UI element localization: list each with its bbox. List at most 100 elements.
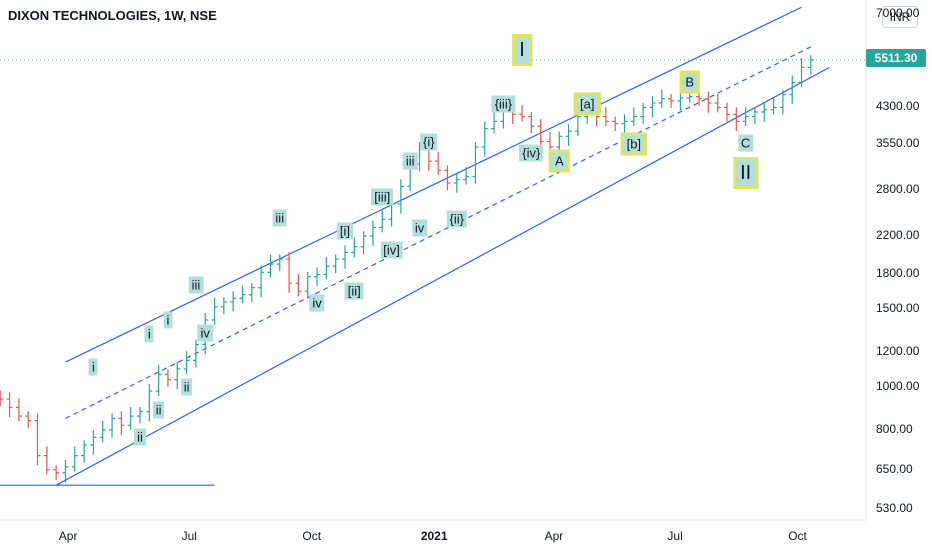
ohlc-bar	[668, 94, 675, 109]
ohlc-bar	[81, 440, 88, 463]
ohlc-bar	[565, 124, 572, 146]
channel-lower-line	[55, 66, 830, 486]
ohlc-bar	[677, 90, 684, 111]
ohlc-bar	[481, 121, 488, 157]
ohlc-bar	[90, 430, 97, 455]
x-tick-label: Oct	[788, 529, 807, 543]
y-tick-label: 800.00	[876, 421, 913, 436]
ohlc-bar	[248, 282, 255, 302]
wave-label: [ii]	[344, 282, 364, 300]
y-tick-label: 1500.00	[876, 301, 920, 316]
y-tick-label: 1800.00	[876, 266, 920, 281]
y-tick-label: 650.00	[876, 461, 913, 476]
ohlc-bar	[472, 142, 479, 184]
ohlc-bar	[723, 102, 730, 122]
ohlc-bar	[230, 291, 237, 312]
x-tick-label: 2021	[420, 529, 448, 543]
last-price-tag: 5511.30	[866, 49, 926, 67]
x-tick-label: Jul	[667, 529, 683, 543]
ohlc-bar	[183, 351, 190, 374]
ohlc-bar	[528, 111, 535, 134]
x-tick-label: Apr	[544, 529, 564, 543]
ohlc-bar	[34, 413, 41, 466]
ohlc-bar	[314, 267, 321, 287]
ohlc-bar	[220, 297, 227, 315]
ohlc-bar	[239, 285, 246, 304]
wave-label: C	[737, 134, 754, 152]
ohlc-bar	[276, 254, 283, 272]
wave-label: iv	[411, 219, 428, 237]
wave-label: {ii}	[446, 210, 468, 228]
ohlc-bar	[649, 96, 656, 118]
ohlc-bar	[463, 167, 470, 185]
ohlc-bar	[360, 231, 367, 254]
ohlc-bar	[286, 252, 293, 293]
ohlc-bar	[453, 172, 460, 193]
wave-label: i	[144, 325, 154, 343]
ohlc-bar	[351, 237, 358, 258]
ohlc-bar	[612, 116, 619, 131]
ohlc-bar	[435, 151, 442, 176]
ohlc-bar	[519, 105, 526, 122]
wave-label: ii	[152, 401, 165, 419]
ohlc-bar	[174, 361, 181, 390]
ohlc-bar	[621, 114, 628, 134]
ohlc-bar	[751, 107, 758, 124]
ohlc-bar	[341, 245, 348, 269]
wave-label: iii	[272, 209, 288, 227]
y-tick-label: 1000.00	[876, 379, 920, 394]
wave-label: II	[733, 157, 759, 190]
ohlc-bar	[602, 107, 609, 127]
ohlc-bar	[118, 411, 125, 435]
ohlc-bar	[267, 254, 274, 278]
wave-label: [a]	[574, 92, 601, 116]
channel-upper-line	[65, 6, 802, 363]
ohlc-bar	[491, 112, 498, 134]
ohlc-bar	[369, 220, 376, 246]
ohlc-bar	[705, 91, 712, 113]
ohlc-bar	[62, 459, 69, 483]
y-tick-label: 2800.00	[876, 181, 920, 196]
ohlc-bar	[127, 406, 134, 431]
ohlc-bar	[192, 339, 199, 368]
ohlc-bar	[137, 406, 144, 424]
ohlc-bar	[332, 254, 339, 274]
wave-label: iii	[402, 152, 418, 170]
wave-label: i	[163, 311, 173, 329]
currency-button[interactable]: INR	[882, 6, 918, 28]
ohlc-bar	[379, 210, 386, 233]
wave-label: [b]	[620, 132, 648, 156]
wave-label: {iii}	[491, 95, 516, 113]
ohlc-bar	[789, 75, 796, 105]
ohlc-bar	[53, 465, 60, 481]
wave-label: ii	[180, 378, 193, 396]
ohlc-bar	[0, 390, 4, 407]
ohlc-bar	[807, 55, 814, 75]
ohlc-bar	[99, 420, 106, 443]
wave-label: [i]	[336, 222, 354, 240]
ohlc-bar	[397, 179, 404, 214]
ohlc-bar	[258, 265, 265, 298]
ohlc-bar	[630, 107, 637, 127]
ohlc-bar	[15, 398, 22, 421]
ohlc-bar	[640, 102, 647, 124]
wave-label: iv	[197, 324, 213, 341]
ohlc-bar	[146, 384, 153, 422]
y-tick-label: 7000.00	[876, 6, 920, 20]
y-tick-label: 3550.00	[876, 136, 920, 151]
wave-label: [iii]	[371, 188, 394, 206]
ohlc-bar	[444, 165, 451, 191]
y-tick-label: 4300.00	[876, 99, 920, 114]
chart-title: DIXON TECHNOLOGIES, 1W, NSE	[8, 8, 217, 23]
x-tick-label: Jul	[181, 529, 197, 543]
ohlc-bar	[798, 58, 805, 88]
y-tick-label: 2200.00	[876, 227, 920, 242]
wave-label: i	[88, 358, 98, 376]
ohlc-bar	[109, 413, 116, 438]
ohlc-bar	[696, 91, 703, 106]
ohlc-bar	[733, 107, 740, 131]
wave-label: B	[679, 70, 701, 94]
ohlc-bar	[71, 446, 78, 472]
channel-middle-line	[65, 46, 812, 419]
